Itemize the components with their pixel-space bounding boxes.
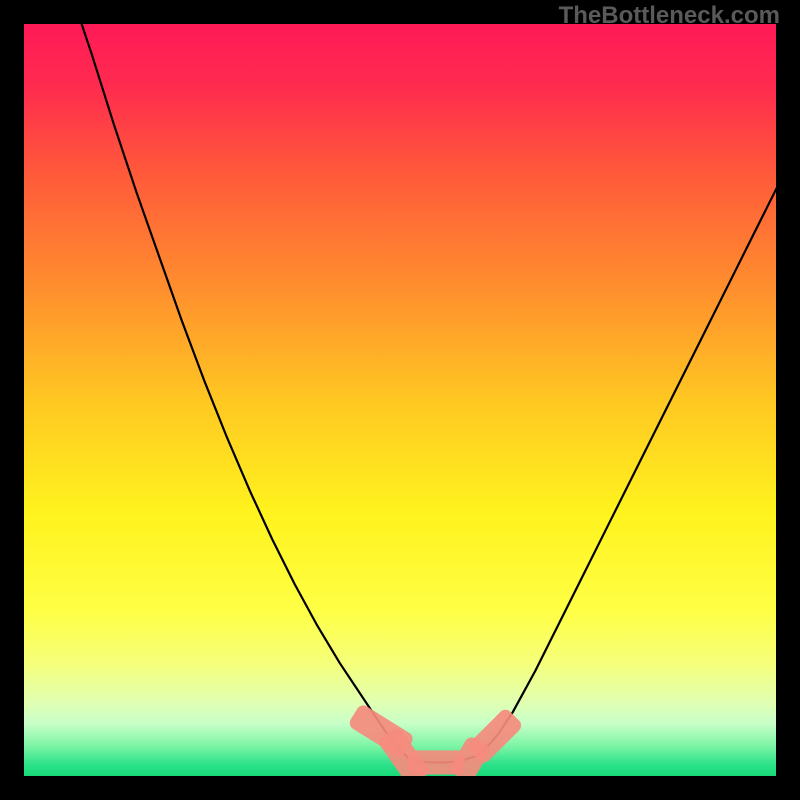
watermark-text: TheBottleneck.com — [559, 2, 780, 30]
bottleneck-curve — [77, 24, 776, 762]
optimal-range-markers — [347, 703, 524, 776]
chart-frame: TheBottleneck.com — [0, 0, 800, 800]
plot-area — [24, 24, 776, 776]
curve-layer — [24, 24, 776, 776]
